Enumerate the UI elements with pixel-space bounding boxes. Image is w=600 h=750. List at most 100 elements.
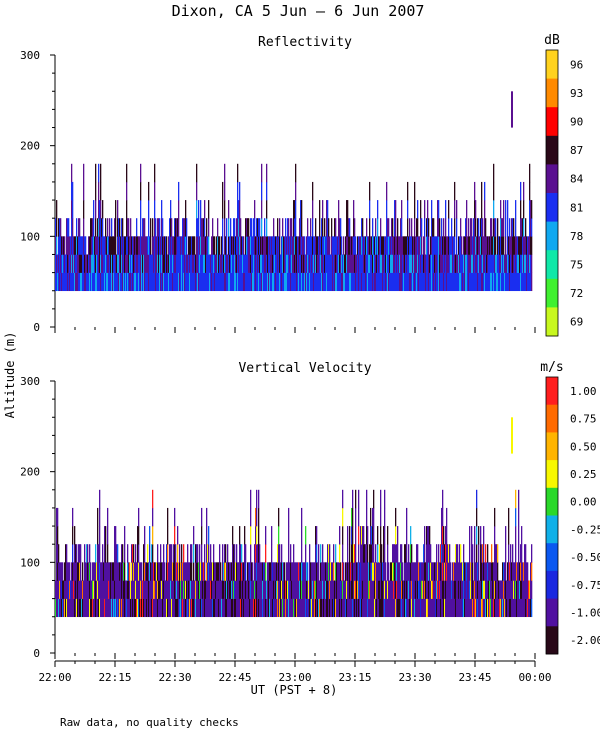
data-cell [228, 200, 230, 219]
data-cell [276, 562, 278, 581]
data-cell [133, 544, 135, 563]
data-cell [169, 562, 171, 581]
data-cell [442, 544, 444, 563]
data-cell [101, 218, 103, 237]
data-cell [277, 272, 279, 292]
data-cell [423, 598, 425, 618]
data-cell [456, 562, 458, 581]
data-cell [530, 580, 532, 599]
data-cell [371, 562, 373, 581]
data-cell [156, 272, 158, 292]
data-cell [127, 218, 129, 237]
data-cell [492, 272, 494, 292]
data-cell [166, 254, 168, 273]
data-cell [494, 580, 496, 599]
data-cell [330, 254, 332, 273]
data-cell [310, 598, 312, 618]
data-cell [305, 272, 307, 292]
colorbar-tick-label: -0.50 [570, 551, 600, 564]
data-cell [406, 507, 408, 527]
data-cell [293, 544, 295, 563]
data-cell [429, 272, 431, 292]
data-cell [71, 236, 73, 255]
data-cell [458, 236, 460, 255]
data-cell [244, 580, 246, 599]
data-cell [301, 544, 303, 563]
data-cell [453, 562, 455, 581]
data-cell [332, 562, 334, 581]
data-cell [455, 544, 457, 563]
data-cell [228, 272, 230, 292]
data-cell [118, 254, 120, 273]
data-cell [433, 236, 435, 255]
data-cell [486, 272, 488, 292]
data-cell [505, 200, 507, 219]
data-cell [242, 272, 244, 292]
data-cell [149, 254, 151, 273]
data-cell [133, 254, 135, 273]
data-cell [351, 526, 353, 545]
data-cell [527, 580, 529, 599]
data-cell [333, 598, 335, 618]
data-cell [336, 562, 338, 581]
data-cell [501, 272, 503, 292]
panel-title: Vertical Velocity [238, 361, 371, 376]
data-cell [481, 181, 483, 201]
data-cell [315, 218, 317, 237]
data-cell [361, 272, 363, 292]
data-cell [109, 254, 111, 273]
data-cell [170, 272, 172, 292]
data-cell [85, 580, 87, 599]
data-cell [83, 580, 85, 599]
colorbar-tick-label: -1.00 [570, 606, 600, 619]
data-cell [355, 526, 357, 545]
data-cell [222, 562, 224, 581]
data-cell [249, 236, 251, 255]
data-cell [61, 580, 63, 599]
data-cell [83, 236, 85, 255]
data-cell [329, 562, 331, 581]
data-cell [437, 562, 439, 581]
data-cell [366, 272, 368, 292]
data-cell [510, 236, 512, 255]
data-cell [343, 580, 345, 599]
data-cell [105, 598, 107, 618]
data-cell [399, 598, 401, 618]
data-cell [440, 580, 442, 599]
data-cell [182, 236, 184, 255]
data-cell [171, 272, 173, 292]
data-cell [413, 562, 415, 581]
data-cell [314, 580, 316, 599]
data-cell [509, 254, 511, 273]
data-cell [369, 236, 371, 255]
data-cell [510, 272, 512, 292]
data-cell [224, 163, 226, 183]
data-cell [371, 544, 373, 563]
data-cell [199, 272, 201, 292]
data-cell [466, 218, 468, 237]
data-cell [475, 272, 477, 292]
data-cell [140, 254, 142, 273]
data-cell [215, 580, 217, 599]
data-cell [161, 200, 163, 219]
data-cell [113, 254, 115, 273]
data-cell [261, 236, 263, 255]
data-cell [306, 580, 308, 599]
data-cell [225, 598, 227, 618]
data-cell [286, 254, 288, 273]
data-cell [167, 598, 169, 618]
data-cell [498, 580, 500, 599]
data-cell [237, 580, 239, 599]
panel-title: Reflectivity [258, 35, 352, 50]
data-cell [403, 580, 405, 599]
data-cell [440, 598, 442, 618]
data-cell [372, 254, 374, 273]
colorbar-swatch [546, 250, 558, 280]
data-cell [250, 580, 252, 599]
data-cell [322, 254, 324, 273]
data-cell [274, 272, 276, 292]
data-cell [166, 544, 168, 563]
data-cell [266, 163, 268, 183]
data-cell [382, 598, 384, 618]
data-cell [323, 598, 325, 618]
